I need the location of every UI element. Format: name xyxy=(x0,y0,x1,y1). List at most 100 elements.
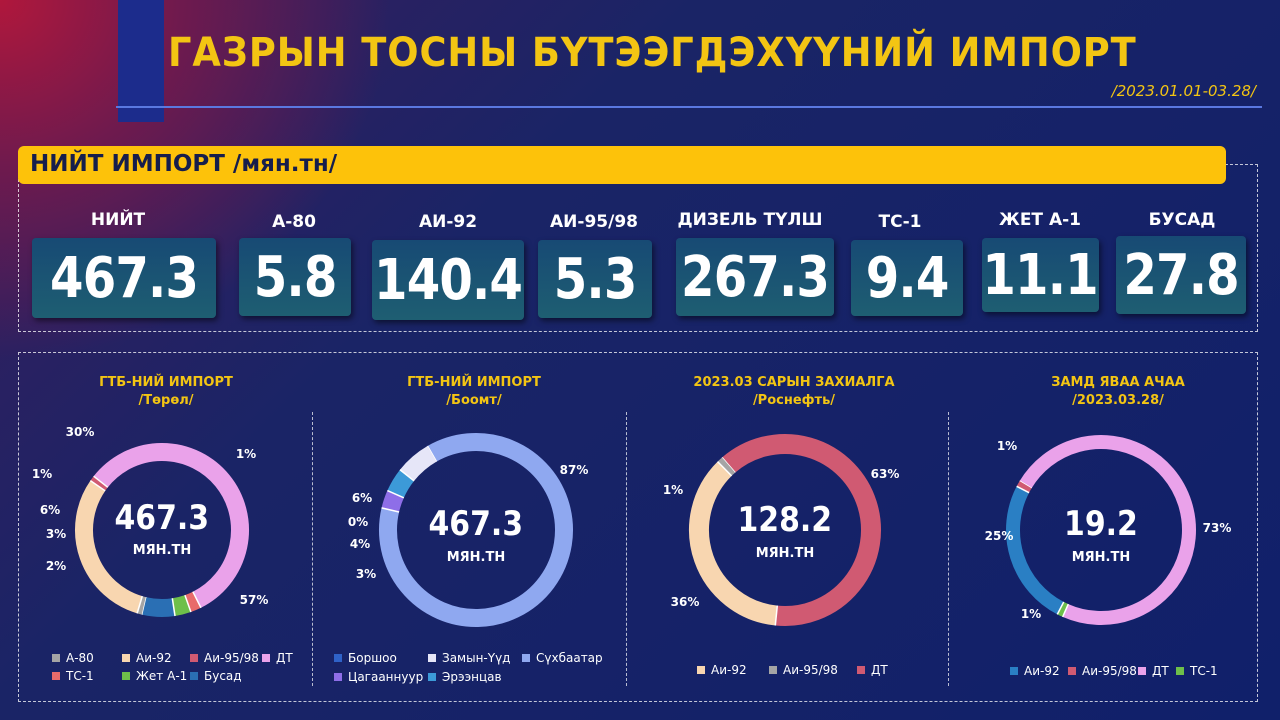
stat-tile-jet: 11.1 xyxy=(982,238,1099,312)
donut-slice-аи-92 xyxy=(75,480,143,614)
legend-label: ДТ xyxy=(276,651,293,665)
donut-slice-замын-үүд xyxy=(399,445,437,482)
donut-data-label: 25% xyxy=(985,529,1014,543)
donut-data-label: 1% xyxy=(663,483,683,497)
donut-slice-divider xyxy=(136,595,144,614)
donut-data-label: 1% xyxy=(236,447,256,461)
stat-value-ai95: 5.3 xyxy=(553,246,638,312)
stat-tile-ai95: 5.3 xyxy=(538,240,652,318)
donut-chart-order: 63% 36% 1% xyxy=(663,434,899,626)
legend-item: Аи-92 xyxy=(1010,664,1060,678)
donut-slice-тс-1 xyxy=(1057,601,1069,617)
chart-transit-title: ЗАМД ЯВАА АЧАА /2023.03.28/ xyxy=(968,374,1268,410)
legend-label: Аи-92 xyxy=(1024,664,1060,678)
donut-chart-type: 1% 30% 1% 57% 2% 3% 6% xyxy=(32,425,268,617)
legend-item: Жет А-1 xyxy=(122,669,187,683)
stat-tile-other: 27.8 xyxy=(1116,236,1246,314)
chart-order-title-text: 2023.03 САРЫН ЗАХИАЛГА xyxy=(693,375,895,390)
stat-label-jet: ЖЕТ А-1 xyxy=(999,210,1081,230)
legend-swatch xyxy=(857,666,865,674)
legend-item: ДТ xyxy=(857,663,888,677)
header-accent-bar xyxy=(118,0,164,122)
stat-tile-a80: 5.8 xyxy=(239,238,351,316)
stat-tile-total: 467.3 xyxy=(32,238,216,318)
legend-label: А-80 xyxy=(66,651,94,665)
legend-swatch xyxy=(428,673,436,681)
stat-value-jet: 11.1 xyxy=(982,242,1099,308)
legend-label: ДТ xyxy=(1152,664,1169,678)
legend-swatch xyxy=(52,672,60,680)
donut-slice-divider xyxy=(717,461,733,477)
date-range: /2023.01.01-03.28/ xyxy=(1111,82,1256,100)
chart-order-center-unit: МЯН.ТН xyxy=(755,546,815,561)
chart-port-center-value: 467.3 xyxy=(416,504,536,544)
donut-data-label: 1% xyxy=(997,439,1017,453)
legend-swatch xyxy=(697,666,705,674)
legend-label: Жет А-1 xyxy=(136,669,188,683)
chart-order-title: 2023.03 САРЫН ЗАХИАЛГА /Роснефть/ xyxy=(644,374,944,410)
chart-port-title: ГТБ-НИЙ ИМПОРТ /Боомт/ xyxy=(324,374,624,410)
donut-data-label: 4% xyxy=(350,537,370,551)
stat-value-ts1: 9.4 xyxy=(865,245,950,311)
donut-data-label: 87% xyxy=(560,463,589,477)
legend-item: Аи-92 xyxy=(697,663,747,677)
donut-data-label: 1% xyxy=(32,467,52,481)
chart-port-center-unit: МЯН.ТН xyxy=(446,550,506,565)
donut-data-label: 3% xyxy=(356,567,376,581)
chart-port-center-number: 467.3 xyxy=(428,504,524,544)
legend-item: Цагааннуур xyxy=(334,670,423,684)
chart-type-center-number: 467.3 xyxy=(114,498,210,538)
stat-tile-diesel: 267.3 xyxy=(676,238,834,316)
donut-slice-divider xyxy=(171,598,176,617)
summary-banner: НИЙТ ИМПОРТ /мян.тн/ xyxy=(18,146,1226,184)
legend-item: Аи-95/98 xyxy=(769,663,838,677)
chart-order-center-number: 128.2 xyxy=(737,500,833,540)
legend-item: Сүхбаатар xyxy=(522,651,603,665)
legend-item: Боршоо xyxy=(334,651,397,665)
chart-port-title-text: ГТБ-НИЙ ИМПОРТ xyxy=(407,375,541,390)
legend-item: Эрээнцав xyxy=(428,670,502,684)
donut-slice-divider xyxy=(381,507,400,513)
chart-type-title: ГТБ-НИЙ ИМПОРТ /Төрөл/ xyxy=(16,374,316,410)
donut-slice-divider xyxy=(93,475,109,488)
chart-order-center-value: 128.2 xyxy=(725,500,845,540)
legend-swatch xyxy=(334,654,342,662)
legend-item: Аи-92 xyxy=(122,651,172,665)
chart-transit-center-number: 19.2 xyxy=(1064,504,1138,544)
legend-swatch xyxy=(122,672,130,680)
legend-item: Бусад xyxy=(190,669,242,683)
stat-label-ai92: АИ-92 xyxy=(418,212,478,232)
legend-swatch xyxy=(1176,667,1184,675)
chart-port-subtitle: /Боомт/ xyxy=(446,393,502,408)
donut-data-label: 6% xyxy=(352,491,372,505)
legend-item: ДТ xyxy=(262,651,293,665)
donut-slice-бусад xyxy=(142,597,176,617)
stat-label-diesel: ДИЗЕЛЬ ТҮЛШ xyxy=(677,210,823,230)
chart-separator xyxy=(312,412,313,686)
chart-type-center-unit: МЯН.ТН xyxy=(132,543,192,558)
donut-slice-divider xyxy=(184,594,192,613)
stat-label-a80: А-80 xyxy=(272,212,316,232)
donut-slice-жет-а-1 xyxy=(172,595,191,617)
donut-data-label: 3% xyxy=(46,527,66,541)
legend-label: Аи-95/98 xyxy=(204,651,259,665)
stat-value-diesel: 267.3 xyxy=(680,244,830,310)
donut-slice-divider xyxy=(1016,485,1030,494)
chart-order-subtitle: /Роснефть/ xyxy=(752,393,836,408)
legend-swatch xyxy=(262,654,270,662)
legend-swatch xyxy=(52,654,60,662)
donut-data-label: 30% xyxy=(66,425,95,439)
legend-swatch xyxy=(122,654,130,662)
legend-label: Боршоо xyxy=(348,651,397,665)
chart-transit-title-text: ЗАМД ЯВАА АЧАА xyxy=(1051,375,1185,390)
donut-slice-цагааннуур xyxy=(381,490,404,513)
title-divider xyxy=(116,106,1262,108)
legend-label: Эрээнцав xyxy=(442,670,502,684)
donut-slice-divider xyxy=(399,469,415,482)
donut-slice-divider xyxy=(1056,601,1065,615)
donut-data-label: 1% xyxy=(1021,607,1041,621)
donut-slice-аи-92 xyxy=(689,461,778,626)
donut-data-label: 63% xyxy=(871,467,900,481)
chart-separator xyxy=(626,412,627,686)
charts-panel xyxy=(18,352,1258,702)
